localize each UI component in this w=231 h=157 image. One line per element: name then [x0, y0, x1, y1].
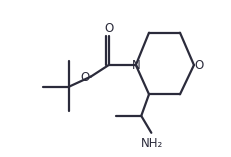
Text: O: O	[80, 71, 89, 84]
Text: O: O	[105, 22, 114, 35]
Text: N: N	[131, 59, 140, 72]
Text: O: O	[195, 59, 204, 72]
Text: NH₂: NH₂	[141, 137, 163, 150]
